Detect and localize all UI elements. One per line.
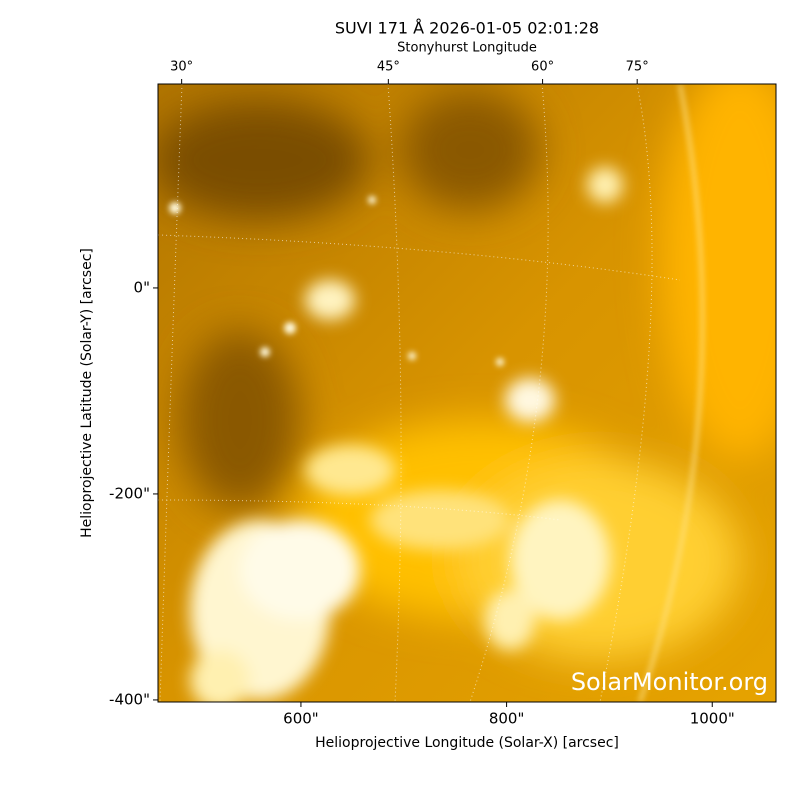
y-axis-label: Helioprojective Latitude (Solar-Y) [arcs… xyxy=(79,248,95,538)
top-axis-label: Stonyhurst Longitude xyxy=(397,41,537,56)
x-tick-label: 600" xyxy=(283,710,319,728)
y-tick-label: -200" xyxy=(109,484,150,502)
top-tick-label: 45° xyxy=(377,60,400,75)
plot-frame xyxy=(157,83,777,703)
y-tick-label: -400" xyxy=(109,690,150,708)
chart-title: SUVI 171 Å 2026-01-05 02:01:28 xyxy=(335,19,599,38)
y-tick-label: 0" xyxy=(134,278,150,296)
top-tick-label: 60° xyxy=(531,60,554,75)
solar-image xyxy=(158,84,776,702)
x-axis-label: Helioprojective Longitude (Solar-X) [arc… xyxy=(315,735,619,751)
top-tick-label: 30° xyxy=(170,60,193,75)
x-tick-label: 800" xyxy=(489,710,525,728)
x-tick-label: 1000" xyxy=(690,710,735,728)
watermark: SolarMonitor.org xyxy=(571,668,768,696)
top-tick-label: 75° xyxy=(626,60,649,75)
